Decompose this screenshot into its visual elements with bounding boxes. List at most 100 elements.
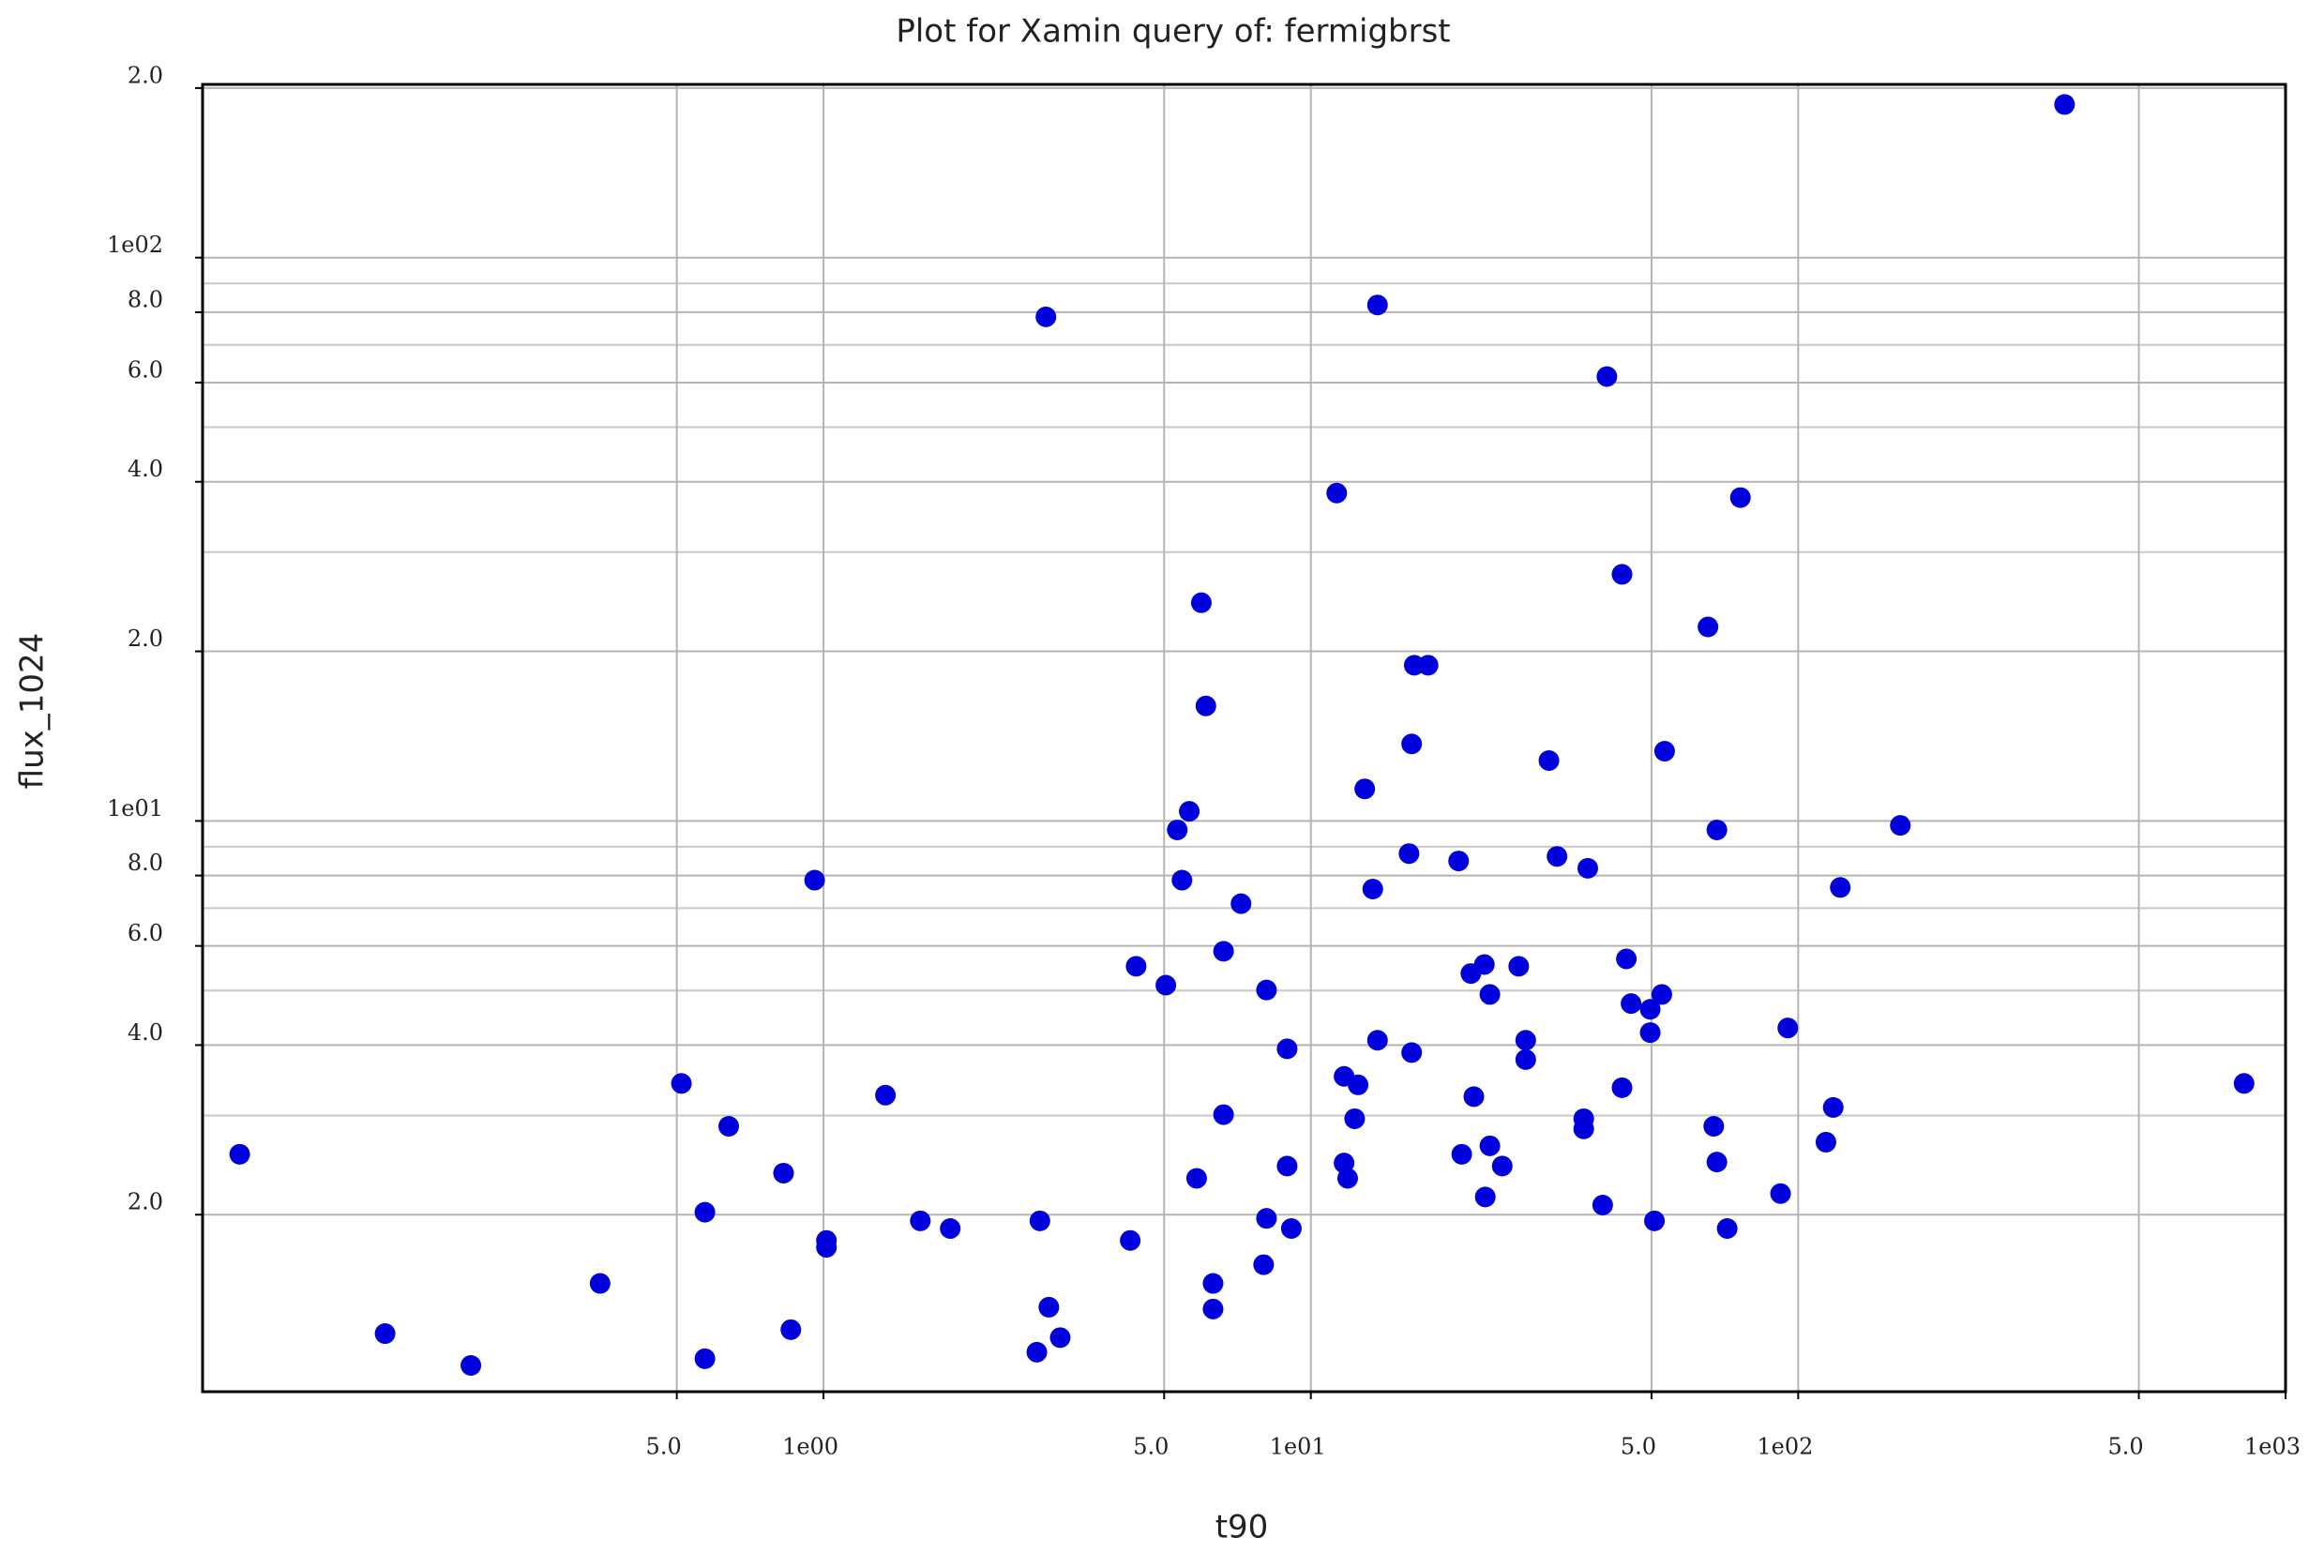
point <box>910 1210 931 1231</box>
x-tick-label: 1e03 <box>2244 1434 2301 1460</box>
point <box>1348 1074 1369 1095</box>
point <box>229 1143 250 1165</box>
y-tick-label: 4.0 <box>128 1019 163 1046</box>
point <box>1644 1210 1666 1231</box>
point <box>1280 1217 1302 1239</box>
point <box>589 1273 611 1294</box>
y-tick-label: 4.0 <box>128 456 163 482</box>
point <box>1616 948 1637 970</box>
point <box>875 1084 897 1106</box>
point <box>1213 941 1234 962</box>
point <box>1344 1108 1366 1129</box>
y-axis-label: flux_1024 <box>14 633 52 790</box>
point <box>1651 984 1672 1005</box>
point <box>1777 1018 1799 1039</box>
point <box>1729 487 1751 508</box>
y-tick-label: 2.0 <box>128 1189 163 1215</box>
point <box>1815 1131 1836 1153</box>
point <box>671 1073 692 1094</box>
x-tick-label: 1e02 <box>1757 1434 1813 1460</box>
y-tick-label: 2.0 <box>128 62 163 88</box>
point <box>804 869 825 891</box>
point <box>1611 1077 1633 1098</box>
point <box>1706 819 1728 840</box>
point <box>1049 1327 1071 1349</box>
point <box>1167 819 1188 840</box>
point <box>1698 616 1719 638</box>
point <box>1035 306 1057 327</box>
point <box>1366 294 1388 316</box>
point <box>1276 1038 1298 1060</box>
point <box>1190 592 1212 613</box>
point <box>460 1354 482 1376</box>
point <box>1362 879 1383 900</box>
point <box>1463 1086 1485 1108</box>
x-tick-label: 1e00 <box>782 1434 838 1460</box>
point <box>1508 956 1530 977</box>
point <box>1213 1104 1234 1125</box>
x-tick-label: 5.0 <box>1133 1434 1169 1460</box>
point <box>1120 1229 1141 1251</box>
point <box>1706 1152 1728 1173</box>
point <box>1230 893 1252 914</box>
chart-title: Plot for Xamin query of: fermigbrst <box>896 13 1450 51</box>
y-tick-label: 2.0 <box>128 626 163 652</box>
point <box>1256 1208 1277 1229</box>
point <box>1577 857 1598 879</box>
point <box>1185 1168 1207 1189</box>
point <box>1417 655 1439 676</box>
point <box>2233 1073 2255 1094</box>
point <box>940 1217 961 1239</box>
y-tick-label: 8.0 <box>128 850 163 876</box>
point <box>694 1348 716 1369</box>
point <box>1038 1296 1060 1318</box>
x-tick-label: 5.0 <box>646 1434 682 1460</box>
point <box>374 1323 396 1345</box>
point <box>1515 1030 1536 1051</box>
point <box>1171 869 1193 891</box>
point <box>1326 482 1348 504</box>
point <box>1479 1135 1501 1156</box>
point <box>1538 749 1560 771</box>
y-tick-label: 1e01 <box>107 795 163 822</box>
point <box>1155 974 1177 996</box>
y-tick-label: 8.0 <box>128 286 163 312</box>
point <box>1451 1143 1472 1165</box>
y-tick-label: 6.0 <box>128 920 163 946</box>
point <box>1515 1048 1536 1070</box>
point <box>1890 815 1911 837</box>
x-tick-label: 1e01 <box>1270 1434 1326 1460</box>
x-axis-label: t90 <box>1215 1509 1269 1546</box>
point <box>1703 1116 1725 1138</box>
point <box>1653 740 1675 761</box>
point <box>694 1201 716 1223</box>
x-tick-label: 5.0 <box>1621 1434 1656 1460</box>
point <box>773 1162 794 1184</box>
point <box>1026 1341 1048 1363</box>
y-tick-label: 1e02 <box>107 232 163 258</box>
point <box>1822 1096 1844 1118</box>
point <box>1491 1155 1513 1177</box>
point <box>1202 1273 1224 1294</box>
point <box>1253 1254 1275 1275</box>
point <box>1547 846 1568 867</box>
point <box>1029 1210 1050 1231</box>
point <box>1770 1183 1791 1204</box>
point <box>1354 778 1376 800</box>
point <box>1202 1298 1224 1319</box>
point <box>1195 695 1216 716</box>
point <box>1479 984 1501 1005</box>
point <box>1401 1042 1423 1063</box>
point <box>1830 877 1851 898</box>
point <box>1596 366 1618 387</box>
point <box>1474 1186 1496 1208</box>
point <box>1398 843 1420 865</box>
y-tick-label: 6.0 <box>128 356 163 383</box>
x-tick-label: 5.0 <box>2107 1434 2143 1460</box>
point <box>1611 564 1633 585</box>
point <box>1336 1168 1358 1189</box>
point <box>1125 956 1147 977</box>
point <box>1639 999 1661 1020</box>
point <box>1366 1030 1388 1051</box>
